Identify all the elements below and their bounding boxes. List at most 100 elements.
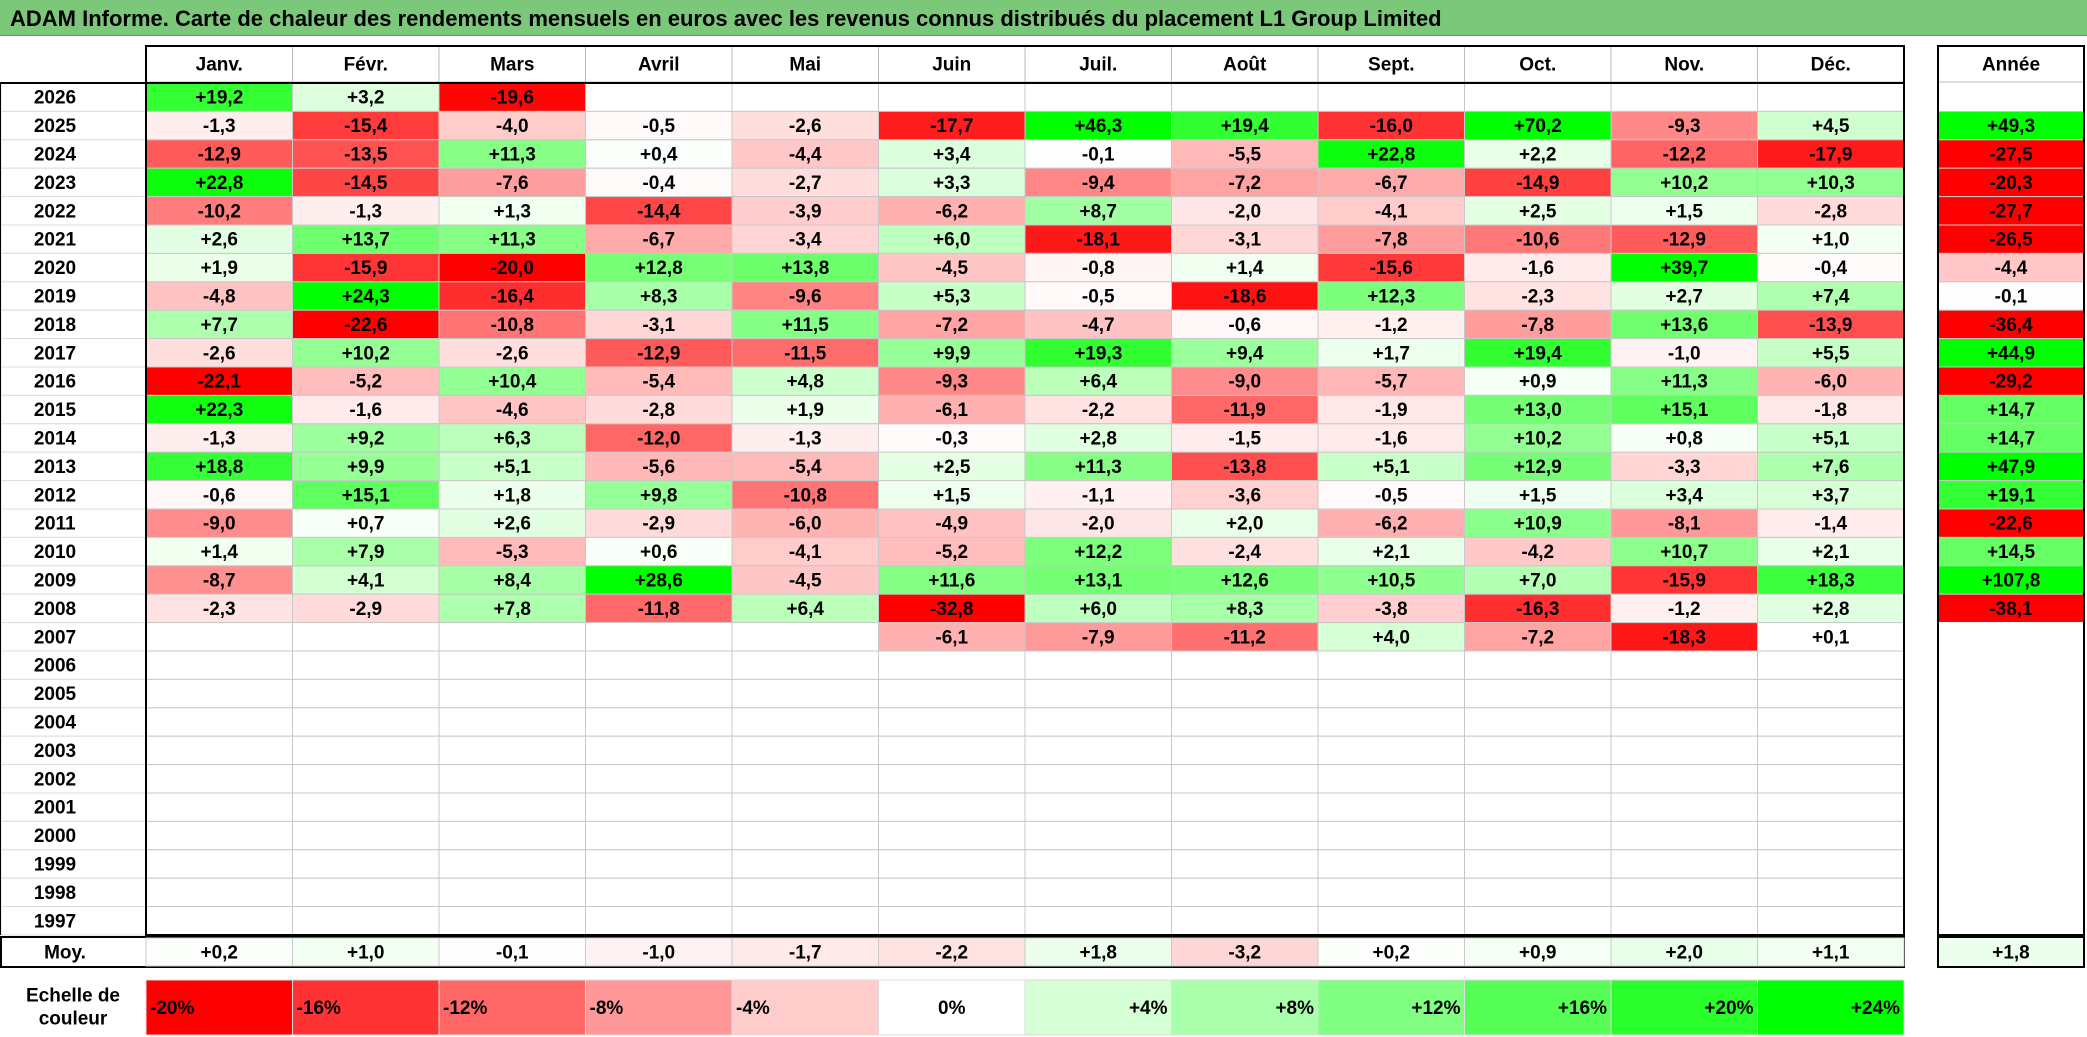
cell-value: -6,7 (642, 230, 675, 251)
heatmap-cell (145, 366, 293, 396)
heatmap-cell (1317, 650, 1465, 680)
year-label-2007: 2007 (34, 627, 76, 648)
year-label-1998: 1998 (34, 883, 76, 904)
cell-value: -4,4 (789, 145, 822, 166)
heatmap-cell (731, 735, 879, 766)
heatmap-cell (1171, 877, 1319, 908)
cell-value: +18,8 (195, 457, 243, 478)
heatmap-cell (1317, 735, 1465, 766)
cell-value: +1,5 (1519, 485, 1557, 506)
cell-value: -1,5 (1228, 429, 1261, 450)
heatmap-cell (1024, 110, 1172, 141)
cell-value: +2,7 (1665, 287, 1703, 308)
heatmap-cell (1024, 139, 1172, 169)
cell-value: -2,0 (1228, 201, 1261, 222)
cell-value: +7,9 (347, 542, 385, 563)
color-scale-swatch (438, 979, 586, 1036)
heatmap-cell (585, 224, 733, 254)
cell-value: -0,3 (935, 429, 968, 450)
cell-value: -0,6 (1228, 315, 1261, 336)
heatmap-cell (1317, 139, 1465, 169)
cell-value: -1,3 (789, 429, 822, 450)
annual-value: -27,5 (1989, 145, 2033, 166)
year-label-2005: 2005 (34, 684, 77, 705)
heatmap-cell (438, 792, 586, 822)
heatmap-cell (731, 849, 879, 879)
cell-value: +6,3 (493, 429, 531, 450)
cell-value: -2,3 (1521, 287, 1554, 308)
color-scale-step-label: +4% (1129, 998, 1168, 1019)
heatmap-cell (1610, 707, 1758, 737)
year-label-2026: 2026 (34, 88, 76, 109)
color-scale-swatch (585, 979, 733, 1036)
cell-value: +15,1 (342, 485, 391, 506)
heatmap-cell (878, 366, 1026, 396)
cell-value: +24,3 (342, 287, 390, 308)
heatmap-cell (585, 650, 733, 680)
heatmap-cell (878, 167, 1026, 198)
month-header-10: Nov. (1664, 55, 1704, 76)
average-cell (1317, 937, 1465, 967)
cell-value: -1,2 (1668, 599, 1701, 620)
cell-value: +2,6 (200, 230, 238, 251)
heatmap-cell (878, 536, 1026, 567)
heatmap-cell (438, 906, 586, 936)
cell-value: -20,0 (491, 258, 534, 279)
heatmap-cell (1610, 877, 1758, 908)
year-label-2010: 2010 (34, 542, 76, 563)
heatmap-cell (1024, 877, 1172, 908)
heatmap-cell (585, 678, 733, 709)
heatmap-cell (731, 536, 879, 567)
heatmap-cell (585, 849, 733, 879)
cell-value: +11,5 (782, 315, 829, 336)
heatmap-cell (1024, 849, 1172, 879)
heatmap-cell (145, 820, 293, 851)
heatmap-cell (1171, 451, 1319, 482)
year-label-2022: 2022 (34, 201, 76, 222)
annual-value: -4,4 (1995, 258, 2028, 279)
cell-value: +1,8 (493, 485, 531, 506)
cell-value: -0,5 (642, 116, 675, 137)
heatmap-cell (438, 451, 586, 482)
heatmap-cell (585, 820, 733, 851)
color-scale-step-label: +20% (1704, 998, 1753, 1019)
cell-value: +13,6 (1660, 315, 1708, 336)
cell-value: +2,2 (1519, 145, 1557, 166)
cell-value: -2,9 (642, 514, 675, 535)
heatmap-cell (438, 423, 586, 453)
heatmap-cell (1464, 906, 1612, 936)
annual-cell (1937, 394, 2085, 425)
cell-value: +1,9 (786, 400, 824, 421)
cell-value: -14,5 (344, 173, 388, 194)
grid-border (145, 45, 1905, 936)
cell-value: -18,1 (1077, 230, 1121, 251)
year-label-2018: 2018 (34, 315, 76, 336)
month-header-cell (731, 45, 879, 83)
heatmap-cell (1171, 196, 1319, 226)
heatmap-cell (1171, 735, 1319, 766)
annual-cell (1937, 423, 2085, 453)
heatmap-cell (878, 565, 1026, 595)
heatmap-cell (878, 650, 1026, 680)
heatmap-cell (1464, 451, 1612, 482)
heatmap-cell (292, 309, 440, 340)
heatmap-cell (1317, 849, 1465, 879)
average-value: +0,2 (200, 943, 238, 964)
cell-value: -1,8 (1814, 400, 1847, 421)
cell-value: -4,1 (789, 542, 822, 563)
heatmap-cell (1024, 82, 1172, 112)
heatmap-cell (438, 139, 586, 169)
cell-value: -0,6 (203, 485, 236, 506)
cell-value: -1,6 (1521, 258, 1554, 279)
annual-cell (1937, 877, 2085, 908)
heatmap-cell (731, 423, 879, 453)
heatmap-cell (145, 678, 293, 709)
heatmap-cell (1464, 707, 1612, 737)
year-cell (0, 281, 147, 311)
average-cell (1024, 937, 1172, 967)
heatmap-cell (1757, 565, 1905, 595)
month-header-4: Mai (789, 55, 821, 76)
cell-value: -17,9 (1809, 145, 1852, 166)
heatmap-cell (1171, 394, 1319, 425)
